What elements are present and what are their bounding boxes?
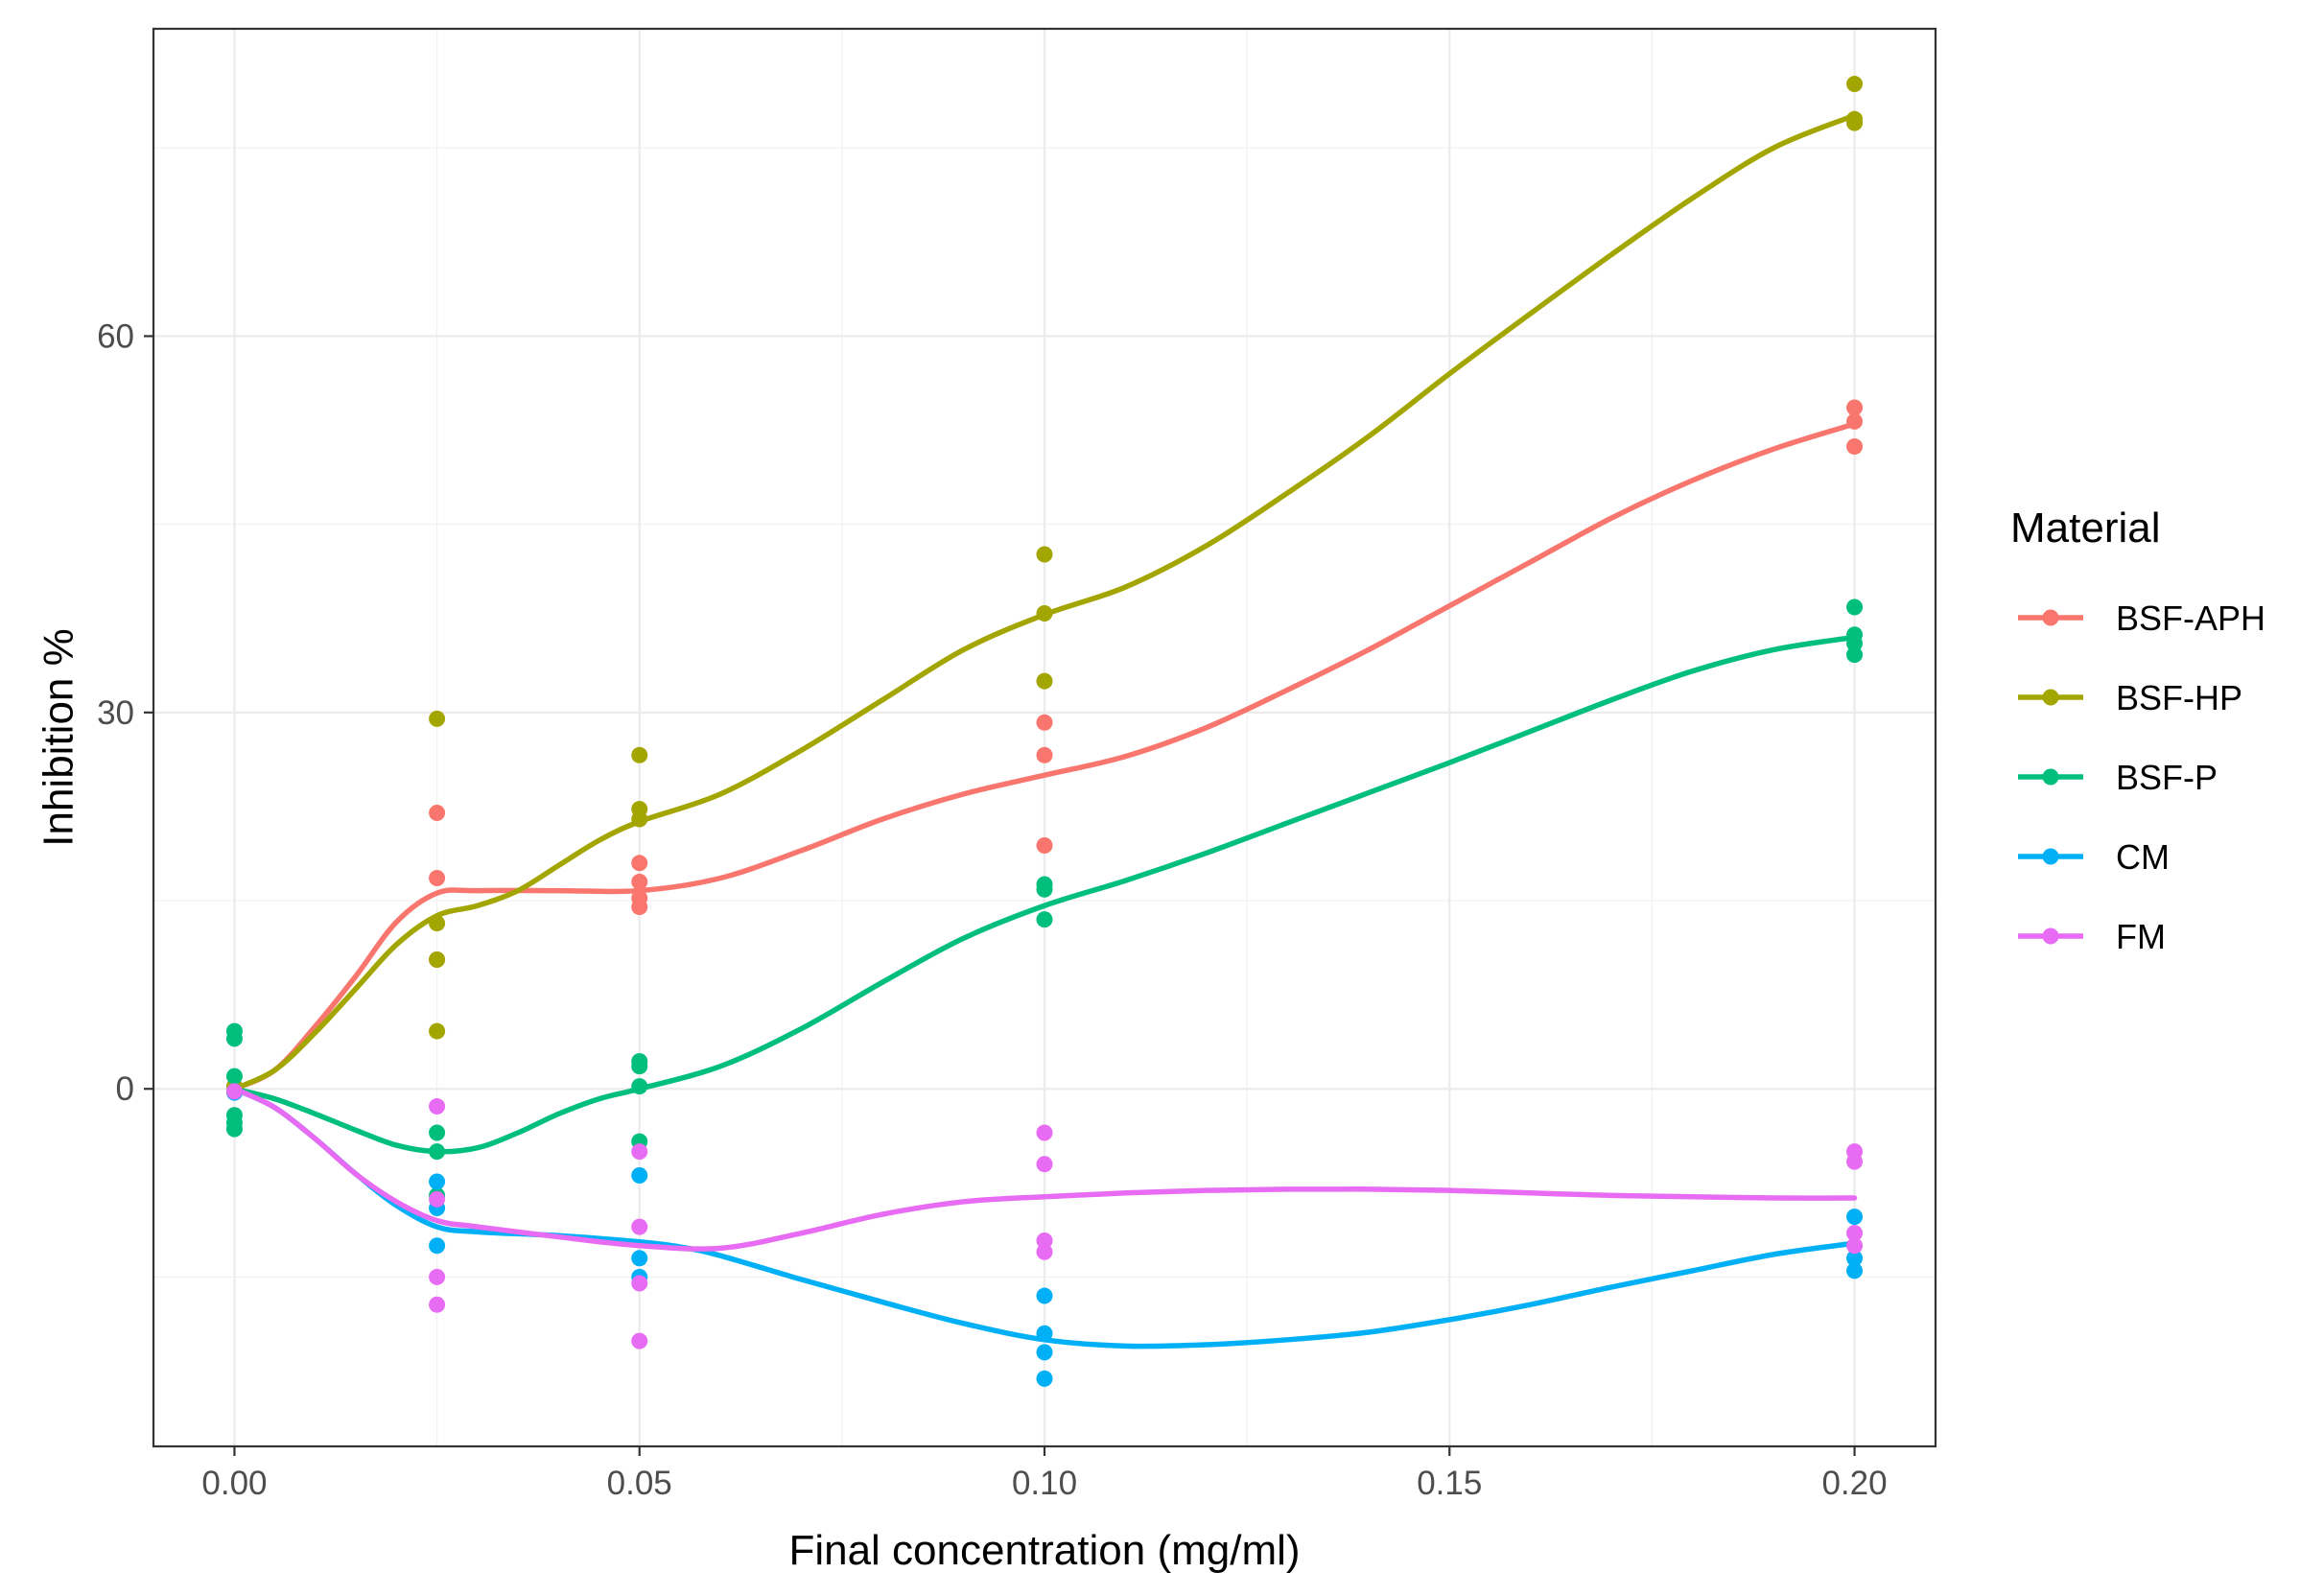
axes: 0.00 0.05 0.10 0.15 0.20 0 30 60 <box>97 317 1888 1502</box>
point-bsf-aph <box>631 899 648 916</box>
point-fm <box>1036 1124 1053 1141</box>
point-bsf-aph <box>631 855 648 872</box>
curve-fm <box>231 1086 1858 1252</box>
point-cm <box>429 1237 446 1255</box>
y-tick-label: 30 <box>97 694 134 732</box>
point-fm <box>429 1098 446 1115</box>
point-fm <box>1036 1156 1053 1173</box>
point-cm <box>1036 1344 1053 1361</box>
y-axis-title: Inhibition % <box>35 628 82 846</box>
point-cm <box>1846 1250 1864 1267</box>
x-tick-label: 0.20 <box>1821 1465 1887 1502</box>
fitted-curves <box>231 112 1858 1350</box>
legend-label: BSF-P <box>2116 758 2218 797</box>
legend-item-bsf-hp: BSF-HP <box>2018 678 2242 717</box>
point-cm <box>1036 1325 1053 1342</box>
curve-bsf-p <box>231 634 1858 1155</box>
point-bsf-p <box>1036 911 1053 928</box>
point-fm <box>429 1296 446 1313</box>
legend-key-point <box>2042 768 2059 786</box>
point-bsf-aph <box>429 804 446 821</box>
point-fm <box>429 1268 446 1285</box>
point-bsf-aph <box>1846 399 1864 416</box>
point-cm <box>429 1173 446 1190</box>
point-bsf-p <box>631 1058 648 1075</box>
point-fm <box>429 1190 446 1208</box>
point-bsf-p <box>429 1124 446 1141</box>
legend-key-point <box>2042 927 2059 945</box>
legend-label: BSF-HP <box>2116 678 2242 717</box>
point-bsf-hp <box>429 1022 446 1040</box>
point-bsf-aph <box>1036 836 1053 854</box>
point-fm <box>1846 1153 1864 1170</box>
point-fm <box>631 1332 648 1350</box>
point-bsf-hp <box>631 746 648 763</box>
x-tick-label: 0.10 <box>1012 1465 1077 1502</box>
legend-item-cm: CM <box>2018 837 2170 877</box>
point-cm <box>1846 1262 1864 1279</box>
legend-title: Material <box>2010 505 2161 552</box>
point-bsf-p <box>225 1120 243 1138</box>
point-fm <box>225 1083 243 1100</box>
point-fm <box>631 1218 648 1235</box>
legend: Material BSF-APH BSF-HP BSF-P CM FM <box>2010 505 2265 956</box>
legend-key-point <box>2042 848 2059 865</box>
point-bsf-p <box>1846 646 1864 664</box>
point-bsf-hp <box>429 915 446 932</box>
x-tick-label: 0.05 <box>607 1465 672 1502</box>
point-bsf-p <box>429 1143 446 1161</box>
x-tick-label: 0.15 <box>1417 1465 1482 1502</box>
legend-item-fm: FM <box>2018 917 2166 956</box>
point-bsf-p <box>225 1030 243 1047</box>
legend-key-point <box>2042 609 2059 626</box>
point-bsf-aph <box>631 873 648 890</box>
point-bsf-aph <box>1036 746 1053 763</box>
point-bsf-p <box>1846 635 1864 652</box>
point-bsf-aph <box>1846 412 1864 430</box>
legend-key-point <box>2042 689 2059 706</box>
point-fm <box>1036 1243 1053 1260</box>
data-points <box>225 76 1864 1387</box>
point-bsf-hp <box>1036 605 1053 622</box>
curve-cm <box>231 1086 1858 1350</box>
point-bsf-p <box>631 1078 648 1095</box>
point-bsf-p <box>1036 880 1053 898</box>
point-bsf-aph <box>1036 714 1053 731</box>
point-cm <box>1036 1287 1053 1304</box>
point-bsf-p <box>225 1068 243 1085</box>
x-tick-label: 0.00 <box>201 1465 267 1502</box>
point-cm <box>1846 1209 1864 1226</box>
x-axis-title: Final concentration (mg/ml) <box>788 1527 1300 1574</box>
point-bsf-hp <box>1846 76 1864 93</box>
point-cm <box>1036 1370 1053 1387</box>
point-bsf-hp <box>631 810 648 828</box>
point-bsf-hp <box>429 951 446 969</box>
curve-bsf-aph <box>231 421 1858 1091</box>
point-bsf-aph <box>429 869 446 886</box>
point-fm <box>631 1143 648 1161</box>
point-cm <box>631 1250 648 1267</box>
point-fm <box>1036 1232 1053 1249</box>
point-bsf-hp <box>429 710 446 727</box>
point-bsf-aph <box>1846 438 1864 456</box>
legend-label: BSF-APH <box>2116 598 2265 638</box>
point-bsf-hp <box>1036 672 1053 690</box>
legend-label: CM <box>2116 837 2170 877</box>
y-tick-label: 0 <box>116 1070 134 1108</box>
point-bsf-hp <box>1846 114 1864 131</box>
legend-items: BSF-APH BSF-HP BSF-P CM FM <box>2018 598 2265 956</box>
point-bsf-hp <box>1036 546 1053 563</box>
point-fm <box>1846 1237 1864 1255</box>
legend-label: FM <box>2116 917 2166 956</box>
point-fm <box>631 1275 648 1292</box>
legend-item-bsf-aph: BSF-APH <box>2018 598 2265 638</box>
point-bsf-p <box>1846 598 1864 616</box>
legend-item-bsf-p: BSF-P <box>2018 758 2218 797</box>
y-tick-label: 60 <box>97 317 134 355</box>
point-fm <box>1846 1225 1864 1242</box>
point-cm <box>631 1166 648 1184</box>
